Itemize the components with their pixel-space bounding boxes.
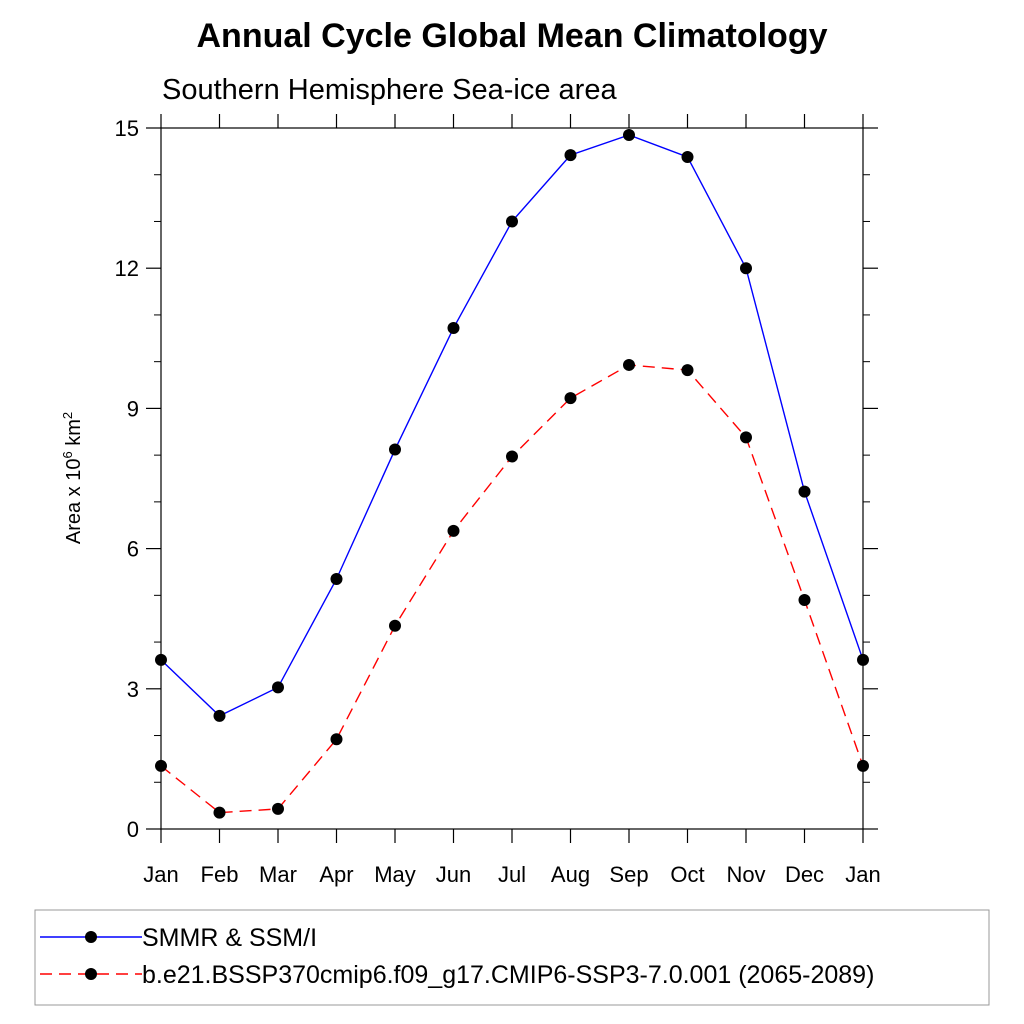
y-axis-label-unit: km [63, 419, 85, 451]
series-1-point [213, 709, 226, 722]
series-1-point [564, 149, 577, 162]
series-2-point [857, 759, 869, 772]
x-tick-label: Apr [319, 862, 353, 887]
x-tick-label: Jan [143, 862, 178, 887]
x-tick-label: Jan [845, 862, 880, 887]
x-tick-label: May [374, 862, 416, 887]
series-2-point [623, 358, 635, 371]
series-2-point [681, 364, 694, 377]
chart-subtitle: Southern Hemisphere Sea-ice area [162, 74, 617, 106]
y-tick-label: 6 [127, 537, 139, 562]
series-2-point [330, 733, 343, 746]
legend-marker-1 [85, 931, 97, 943]
legend-label-2: b.e21.BSSP370cmip6.f09_g17.CMIP6-SSP3-7.… [142, 961, 874, 989]
series-1-point [330, 572, 343, 585]
y-axis-label-exponent: 6 [60, 451, 75, 458]
y-tick-label: 12 [115, 256, 139, 281]
y-axis-label: Area x 106 km2 [60, 412, 85, 544]
series-1-point [798, 485, 811, 498]
series-1-point [506, 215, 518, 228]
y-axis-label-main: Area x 10 [63, 459, 85, 545]
series-2-point [155, 759, 167, 772]
plot-area: 0 3 6 9 12 15 Jan Feb Mar Apr May Jun Jul Aug Sep Oct No… [115, 114, 881, 887]
series-2-point [447, 524, 460, 537]
y-axis-label-unit-exponent: 2 [60, 412, 75, 419]
legend-marker-2 [85, 968, 97, 980]
y-tick-label: 3 [127, 677, 139, 702]
series-1-point [623, 129, 635, 142]
x-tick-label: Oct [670, 862, 704, 887]
legend-entries: SMMR & SSM/I b.e21.BSSP370cmip6.f09_g17.C… [40, 924, 874, 989]
series-2-point [272, 802, 284, 815]
series-line-2 [160, 364, 864, 814]
series-2-point [213, 806, 226, 819]
y-tick-label: 15 [115, 116, 139, 141]
series-1-point [389, 443, 401, 456]
series-1-point [155, 653, 167, 666]
legend-box [34, 909, 990, 1006]
series-1-point [857, 653, 869, 666]
series-2-point [564, 392, 577, 405]
series-2-point [389, 619, 401, 632]
series-2-point [506, 450, 518, 463]
y-tick-label: 9 [127, 396, 139, 421]
series-2-point [740, 431, 752, 444]
series-1-point [447, 322, 460, 335]
series-1-point [681, 150, 694, 163]
series-1-point [272, 681, 284, 694]
y-tick-label: 0 [127, 817, 139, 842]
x-tick-label: Jun [436, 862, 471, 887]
x-tick-label: Sep [609, 862, 648, 887]
legend-label-1: SMMR & SSM/I [142, 924, 317, 952]
x-tick-label: Dec [785, 862, 824, 887]
chart-title: Annual Cycle Global Mean Climatology [197, 17, 828, 55]
legend: SMMR & SSM/I b.e21.BSSP370cmip6.f09_g17.C… [34, 909, 990, 1006]
x-tick-label: Nov [726, 862, 765, 887]
series-1-point [740, 262, 752, 275]
plot-frame [160, 127, 864, 830]
x-tick-label: Jul [498, 862, 526, 887]
series-2-point [798, 594, 811, 607]
x-tick-label: Mar [259, 862, 297, 887]
x-tick-label: Aug [551, 862, 590, 887]
x-tick-label: Feb [201, 862, 239, 887]
